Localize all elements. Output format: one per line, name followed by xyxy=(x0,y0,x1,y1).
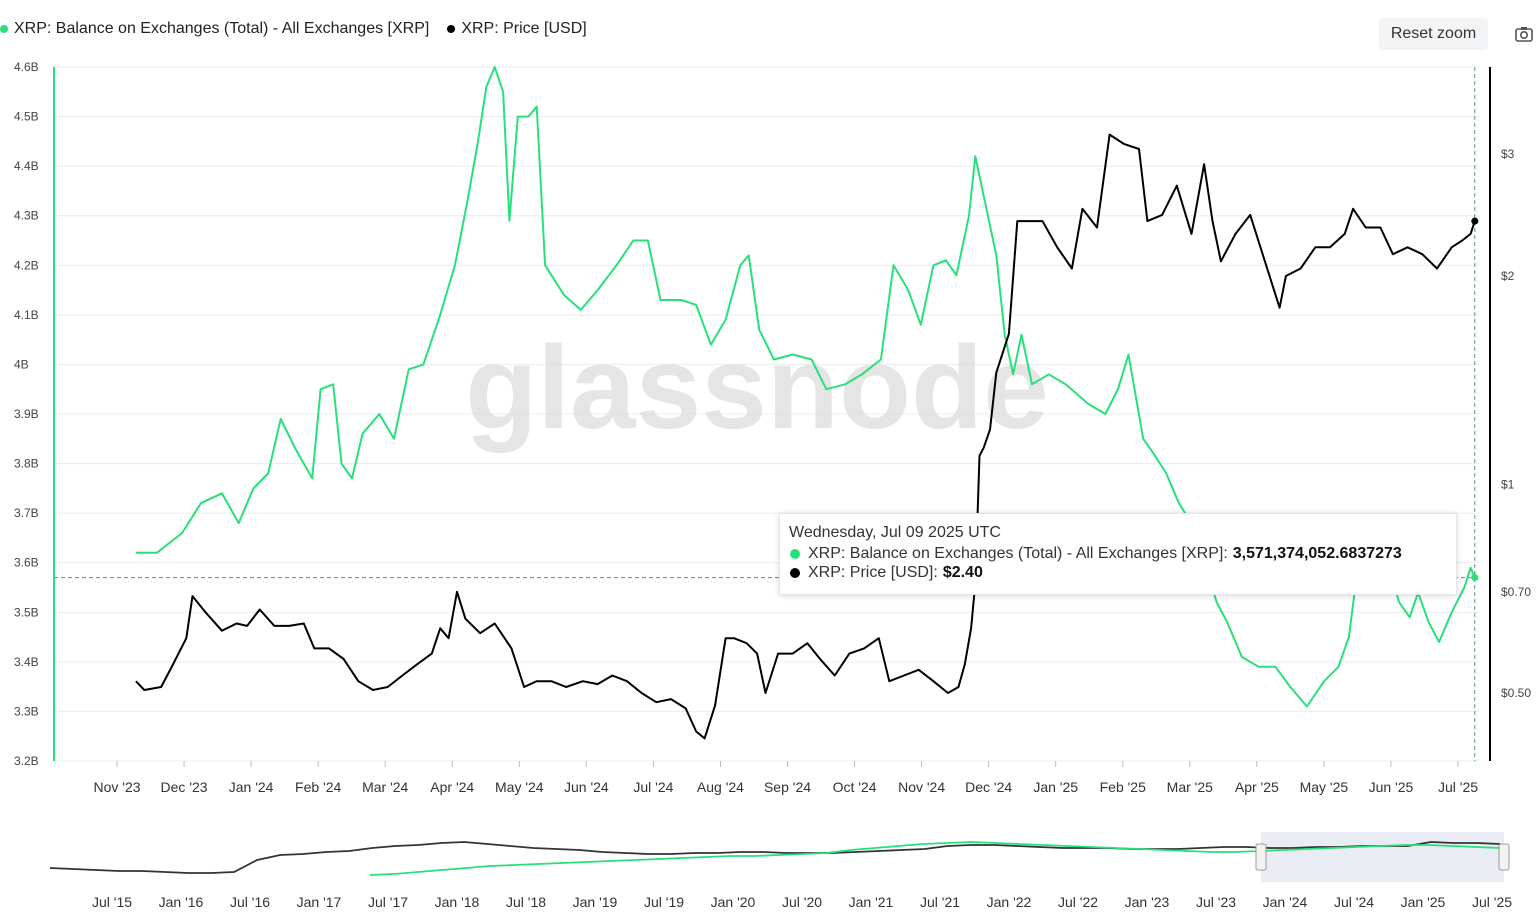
navigator-x-tick-label: Jan '16 xyxy=(159,894,204,910)
x-axis-tick-label: May '25 xyxy=(1300,779,1349,795)
right-axis-tick-label: $0.50 xyxy=(1501,686,1531,700)
series-line-price[interactable] xyxy=(135,133,1476,740)
tooltip-date: Wednesday, Jul 09 2025 UTC xyxy=(789,524,1001,541)
left-axis-tick-label: 3.8B xyxy=(14,457,39,471)
left-axis-tick-label: 4.3B xyxy=(14,209,39,223)
camera-icon[interactable] xyxy=(1514,24,1534,44)
left-axis-tick-label: 3.6B xyxy=(14,556,39,570)
navigator-x-tick-label: Jan '19 xyxy=(573,894,618,910)
navigator-x-tick-label: Jan '24 xyxy=(1263,894,1308,910)
left-axis-tick-label: 3.5B xyxy=(14,605,39,619)
navigator-x-tick-label: Jan '25 xyxy=(1401,894,1446,910)
navigator-x-tick-label: Jul '21 xyxy=(920,894,960,910)
legend-label-balance: XRP: Balance on Exchanges (Total) - All … xyxy=(14,20,430,37)
legend-dot-price xyxy=(447,25,456,33)
navigator-x-tick-label: Jan '23 xyxy=(1125,894,1170,910)
navigator-x-tick-label: Jul '19 xyxy=(644,894,684,910)
navigator-x-tick-label: Jul '22 xyxy=(1058,894,1098,910)
legend-item-balance[interactable]: XRP: Balance on Exchanges (Total) - All … xyxy=(0,20,429,38)
tooltip-label-price: XRP: Price [USD]: xyxy=(808,564,938,581)
left-axis-tick-label: 3.3B xyxy=(14,704,39,718)
x-axis-tick-label: Feb '24 xyxy=(295,779,341,795)
navigator-x-tick-label: Jul '24 xyxy=(1334,894,1374,910)
left-axis-tick-label: 3.2B xyxy=(14,754,39,768)
x-axis-tick-label: May '24 xyxy=(495,779,544,795)
navigator-x-tick-label: Jan '18 xyxy=(435,894,480,910)
navigator[interactable]: Jul '15 Jan '16 Jul '16 Jan '17 Jul '17 Jan '… xyxy=(49,832,1512,910)
navigator-x-tick-label: Jul '15 xyxy=(92,894,132,910)
left-axis-tick-label: 4.6B xyxy=(14,60,39,74)
navigator-x-tick-label: Jan '17 xyxy=(297,894,342,910)
x-axis-tick-label: Sep '24 xyxy=(764,779,811,795)
left-axis-tick-label: 4.5B xyxy=(14,110,39,124)
right-axis-tick-label: $1 xyxy=(1501,477,1515,491)
navigator-x-tick-label: Jul '20 xyxy=(782,894,822,910)
tooltip-dot-price xyxy=(790,568,800,578)
x-axis-tick-label: Jan '24 xyxy=(229,779,274,795)
right-axis-tick-label: $0.70 xyxy=(1501,585,1531,599)
x-axis-tick-label: Jul '25 xyxy=(1438,779,1478,795)
navigator-selection[interactable] xyxy=(1261,832,1504,882)
x-axis-tick-label: Mar '24 xyxy=(362,779,408,795)
tooltip: Wednesday, Jul 09 2025 UTC XRP: Balance … xyxy=(779,513,1457,595)
right-axis-tick-label: $3 xyxy=(1501,147,1515,161)
navigator-balance-line xyxy=(369,841,1501,876)
x-axis-tick-label: Aug '24 xyxy=(697,779,744,795)
navigator-x-tick-label: Jul '25 xyxy=(1472,894,1512,910)
right-axis-tick-label: $2 xyxy=(1501,269,1515,283)
x-axis-tick-label: Dec '24 xyxy=(965,779,1012,795)
left-axis-tick-label: 3.4B xyxy=(14,655,39,669)
x-axis-tick-label: Jun '25 xyxy=(1369,779,1414,795)
tooltip-value-price: $2.40 xyxy=(942,564,983,581)
navigator-x-tick-label: Jan '21 xyxy=(849,894,894,910)
legend-label-price: XRP: Price [USD] xyxy=(461,20,587,37)
navigator-x-tick-label: Jan '20 xyxy=(711,894,756,910)
left-axis-tick-label: 4.1B xyxy=(14,308,39,322)
legend-dot-balance xyxy=(0,25,8,33)
hover-point-balance xyxy=(1471,574,1479,582)
left-axis-tick-label: 4B xyxy=(14,357,29,371)
legend-item-price[interactable]: XRP: Price [USD] xyxy=(447,20,587,38)
navigator-x-tick-label: Jul '17 xyxy=(368,894,408,910)
watermark: glassnode xyxy=(465,322,1049,454)
navigator-handle-left[interactable] xyxy=(1255,843,1267,871)
series-line-balance[interactable] xyxy=(135,66,1476,708)
navigator-handle-right[interactable] xyxy=(1498,843,1510,871)
tooltip-label-balance: XRP: Balance on Exchanges (Total) - All … xyxy=(808,545,1228,562)
left-axis-tick-label: 4.4B xyxy=(14,159,39,173)
chart-legend: XRP: Balance on Exchanges (Total) - All … xyxy=(0,16,605,42)
x-axis-tick-label: Oct '24 xyxy=(833,779,877,795)
hover-point-price xyxy=(1471,217,1479,225)
x-axis-tick-label: Dec '23 xyxy=(161,779,208,795)
left-axis-tick-label: 4.2B xyxy=(14,258,39,272)
x-axis-tick-label: Apr '25 xyxy=(1235,779,1279,795)
x-axis-tick-label: Nov '23 xyxy=(93,779,140,795)
tooltip-row-price: XRP: Price [USD]: $2.40 xyxy=(790,564,983,582)
navigator-x-tick-label: Jul '18 xyxy=(506,894,546,910)
x-axis-tick-label: Mar '25 xyxy=(1167,779,1213,795)
x-axis-tick-label: Jan '25 xyxy=(1033,779,1078,795)
navigator-x-tick-label: Jan '22 xyxy=(987,894,1032,910)
x-axis-tick-label: Jun '24 xyxy=(564,779,609,795)
x-axis-tick-label: Feb '25 xyxy=(1100,779,1146,795)
left-axis-tick-label: 3.7B xyxy=(14,506,39,520)
tooltip-value-balance: 3,571,374,052.6837273 xyxy=(1232,545,1402,562)
x-axis-tick-label: Nov '24 xyxy=(898,779,945,795)
x-axis-tick-label: Apr '24 xyxy=(430,779,474,795)
tooltip-dot-balance xyxy=(790,549,800,559)
left-axis-tick-label: 3.9B xyxy=(14,407,39,421)
navigator-x-tick-label: Jul '23 xyxy=(1196,894,1236,910)
x-axis-tick-label: Jul '24 xyxy=(633,779,673,795)
tooltip-row-balance: XRP: Balance on Exchanges (Total) - All … xyxy=(790,545,1402,563)
reset-zoom-button[interactable]: Reset zoom xyxy=(1379,18,1488,50)
navigator-x-tick-label: Jul '16 xyxy=(230,894,270,910)
